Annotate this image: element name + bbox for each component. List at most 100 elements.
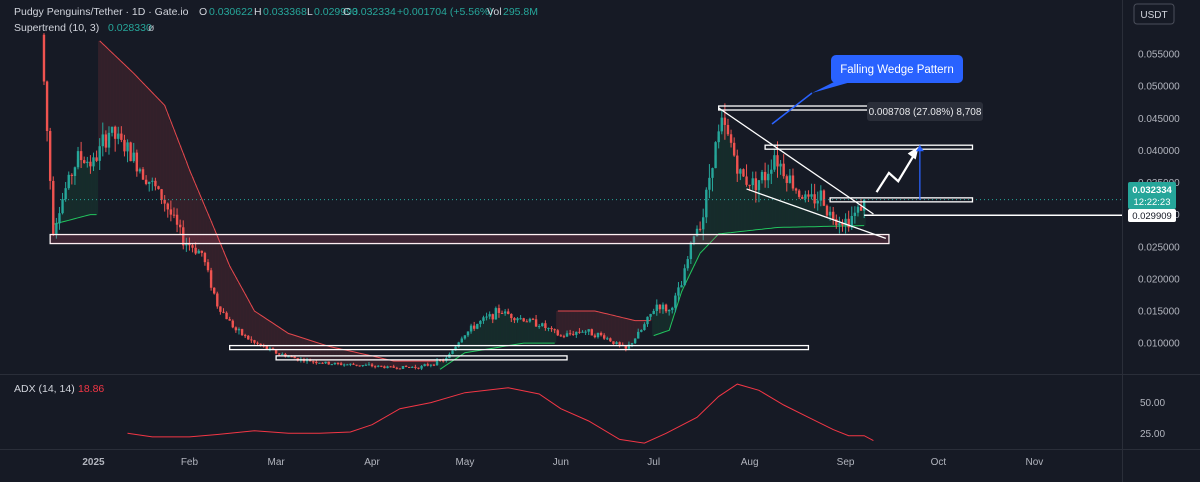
supertrend-fill [611,315,616,343]
candle-body [627,344,631,349]
supertrend-fill [639,320,643,331]
high-value: 0.033368 [263,6,307,18]
time-tick-label: Apr [364,457,380,468]
candle-body [209,270,213,288]
supertrend-fill [658,306,662,334]
projection-arrow [875,154,915,193]
supertrend-settings-icon[interactable]: ø [148,22,155,34]
candle-body [73,167,77,176]
supertrend-fill [652,312,656,336]
candle-body [584,331,587,333]
candle-body [491,314,494,320]
supertrend-fill [311,341,315,362]
supertrend-fill [342,349,346,365]
supertrend-fill [221,251,226,313]
supertrend-fill [348,351,352,365]
candle-body [779,163,782,167]
candle-body [58,213,61,224]
supertrend-fill [754,184,758,230]
candle-body [637,331,640,339]
supertrend-fill [274,325,278,352]
candle-body [157,186,160,190]
candle-body [52,180,55,234]
candle-body [250,339,253,341]
candle-body [633,338,637,344]
candle-body [339,363,343,365]
supertrend-fill [562,310,566,337]
supertrend-line [653,225,865,337]
supertrend-fill [522,319,526,344]
supertrend-fill [457,344,461,357]
supertrend-fill [454,348,458,359]
candle-body [395,367,399,369]
supertrend-fill [280,329,284,355]
candle-body [513,318,516,321]
candle-body [686,259,689,269]
candle-body [534,319,538,327]
low-box-lower [275,355,568,361]
candle-body [835,219,838,226]
supertrend-fill [738,171,742,232]
time-tick-label: Feb [181,457,199,468]
supertrend-fill [664,307,668,332]
supertrend-fill [636,320,640,336]
currency-button-frame[interactable] [1133,3,1175,25]
supertrend-fill [717,136,721,234]
supertrend-fill [788,179,792,228]
candle-body [602,335,606,339]
candle-body [732,142,736,156]
candle-body [318,362,321,364]
candle-body [92,157,95,167]
supertrend-fill [419,361,424,368]
candle-body [652,310,655,314]
currency-button[interactable]: USDT [1133,3,1175,25]
supertrend-label[interactable]: Supertrend (10, 3) [14,22,99,34]
candle-body [442,360,445,362]
supertrend-fill [104,46,108,142]
candle-body [154,180,157,187]
supertrend-fill [602,313,606,337]
candle-body [426,364,429,366]
supertrend-fill [584,310,588,332]
supertrend-line [99,40,437,362]
candle-body [528,318,532,322]
candle-body [380,365,383,367]
candle-body [587,329,590,332]
candle-body [763,171,767,181]
supertrend-fill [472,327,476,352]
candle-body [466,331,470,336]
supertrend-fill [720,124,724,234]
candle-body [822,190,826,206]
candle-body [714,142,717,169]
candle-body [110,126,114,133]
supertrend-fill [79,155,83,218]
candle-body [819,190,823,201]
supertrend-fill [395,361,399,369]
supertrend-fill [246,299,250,338]
candle-body [411,366,414,368]
candle-body [705,189,708,218]
close-label: C [343,6,351,18]
supertrend-fill [370,355,374,366]
candle-body [361,365,364,367]
candle-body [389,366,392,368]
supertrend-fill [389,360,393,367]
supertrend-fill [624,318,628,348]
adx-label[interactable]: ADX (14, 14) [14,383,75,395]
candle-body [163,199,166,204]
candle-body [649,313,652,317]
supertrend-fill [568,310,572,334]
candle-body [674,295,677,308]
supertrend-fill [782,169,786,228]
drawings [49,80,1122,361]
supertrend-fill [515,319,520,345]
supertrend-fill [407,361,411,368]
supertrend-fill [339,349,343,365]
candle-body [729,134,733,143]
supertrend-fill [463,336,467,353]
candle-body [401,365,405,369]
currency-label[interactable]: USDT [1140,10,1167,21]
candle-body [472,325,476,329]
legend: Pudgy Penguins/Tether · 1D · Gate.io O 0… [14,6,538,34]
